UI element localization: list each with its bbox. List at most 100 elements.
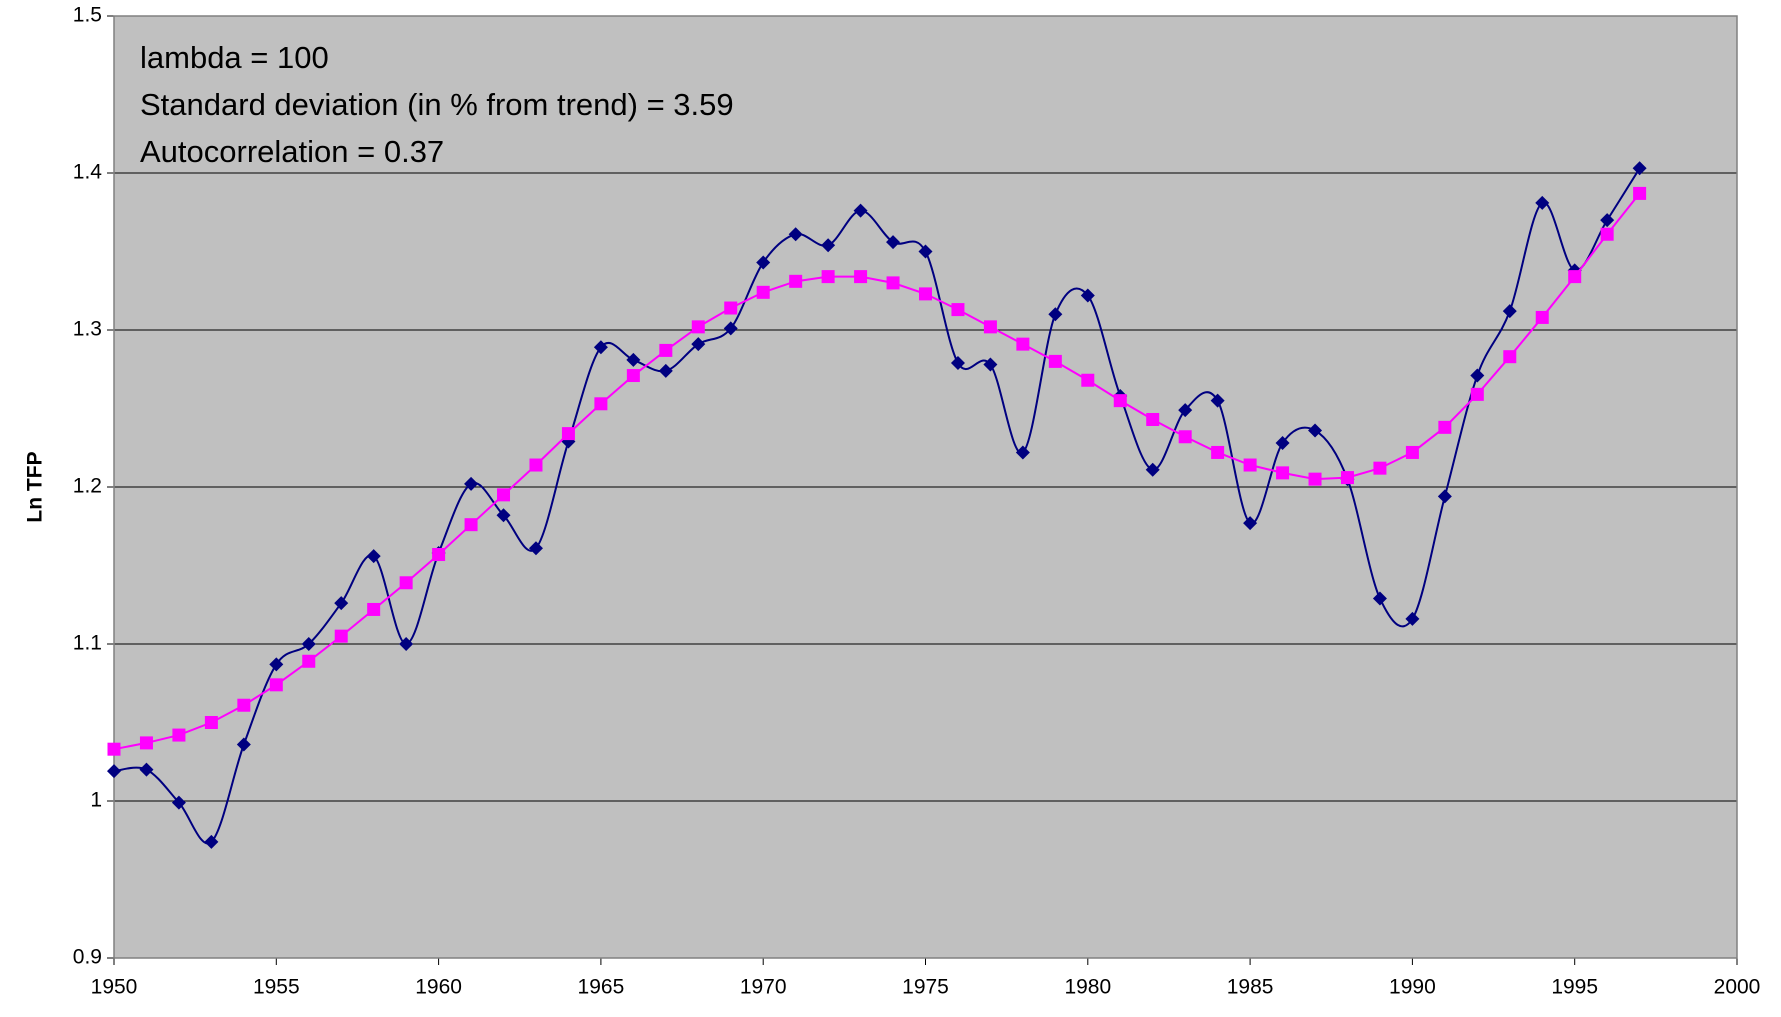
point-marker (983, 320, 997, 334)
point-marker (918, 244, 933, 259)
point-marker (334, 596, 349, 611)
y-tick-label: 0.9 (73, 946, 102, 969)
point-marker (366, 549, 381, 564)
point-marker (691, 320, 705, 334)
x-tick-label: 1980 (1064, 976, 1111, 999)
point-marker (301, 637, 316, 651)
point-marker (399, 576, 413, 590)
point-marker (399, 637, 414, 651)
point-marker (1048, 307, 1063, 322)
point-marker (853, 203, 868, 218)
point-marker (723, 321, 738, 336)
point-marker (1210, 393, 1225, 408)
point-marker (626, 352, 641, 367)
y-tick-label: 1.1 (73, 632, 102, 655)
x-tick-label: 1960 (415, 976, 462, 999)
point-marker (139, 762, 154, 777)
x-tick-label: 1985 (1227, 976, 1274, 999)
point-marker (756, 255, 771, 270)
point-marker (950, 355, 965, 370)
point-marker (1015, 445, 1030, 460)
y-tick-label: 1.2 (73, 475, 102, 498)
point-marker (626, 369, 640, 383)
point-marker (951, 303, 965, 317)
point-marker (1276, 466, 1290, 480)
point-marker (1243, 516, 1258, 531)
point-marker (561, 427, 575, 441)
annotation: Autocorrelation = 0.37 (140, 134, 444, 169)
x-tick-label: 1990 (1389, 976, 1436, 999)
x-tick-label: 1970 (740, 976, 787, 999)
point-marker (1470, 368, 1485, 383)
x-tick-label: 1950 (91, 976, 138, 999)
point-marker (854, 270, 868, 284)
point-marker (464, 518, 478, 532)
point-marker (593, 340, 608, 355)
point-marker (1145, 462, 1160, 477)
point-marker (919, 287, 932, 301)
point-marker (1113, 394, 1127, 408)
annotation: Standard deviation (in % from trend) = 3… (140, 87, 734, 122)
point-marker (659, 343, 673, 357)
series-line (113, 167, 1641, 845)
y-tick-label: 1.4 (73, 161, 103, 184)
y-tick-label: 1.5 (73, 4, 102, 27)
y-tick-label: 1 (90, 789, 102, 812)
point-marker (1470, 387, 1484, 401)
point-marker (1535, 195, 1550, 210)
point-marker (788, 227, 803, 242)
point-marker (594, 397, 608, 411)
point-marker (886, 276, 900, 290)
point-marker (204, 716, 218, 729)
point-marker (334, 629, 348, 643)
point-marker (107, 742, 121, 756)
point-marker (1340, 471, 1354, 485)
point-marker (1535, 310, 1549, 324)
point-marker (171, 795, 186, 810)
point-marker (1308, 472, 1322, 486)
point-marker (237, 698, 251, 712)
point-marker (1211, 445, 1225, 459)
point-marker (204, 834, 219, 849)
point-marker (1372, 591, 1387, 606)
point-marker (464, 476, 479, 491)
point-marker (1178, 430, 1192, 444)
point-marker (756, 285, 770, 299)
point-marker (269, 678, 283, 692)
point-marker (886, 235, 901, 250)
point-marker (1600, 227, 1614, 241)
point-marker (1405, 445, 1419, 459)
point-marker (302, 654, 316, 668)
point-marker (821, 270, 835, 284)
point-marker (1048, 354, 1062, 368)
x-tick-label: 2000 (1714, 976, 1761, 999)
point-marker (1016, 337, 1030, 351)
x-tick-label: 1965 (578, 976, 625, 999)
point-marker (789, 274, 803, 288)
point-marker (1600, 213, 1615, 228)
point-marker (1438, 420, 1452, 434)
annotation: lambda = 100 (140, 40, 329, 75)
point-marker (269, 657, 284, 672)
point-marker (1632, 161, 1647, 176)
x-tick-label: 1995 (1551, 976, 1598, 999)
point-marker (1243, 458, 1257, 472)
point-marker (983, 357, 998, 372)
point-marker (497, 488, 511, 502)
point-marker (1503, 350, 1517, 364)
point-marker (1308, 423, 1323, 438)
point-marker (691, 337, 706, 352)
y-axis-title: Ln TFP (24, 451, 47, 522)
x-tick-label: 1975 (902, 976, 949, 999)
point-marker (1437, 489, 1452, 504)
point-marker (1633, 186, 1647, 200)
point-marker (432, 548, 446, 562)
point-marker (107, 764, 121, 779)
point-marker (1502, 304, 1517, 319)
point-marker (1373, 461, 1387, 475)
point-marker (172, 728, 186, 742)
point-marker (236, 737, 251, 752)
point-marker (1275, 436, 1290, 451)
point-marker (528, 541, 543, 556)
